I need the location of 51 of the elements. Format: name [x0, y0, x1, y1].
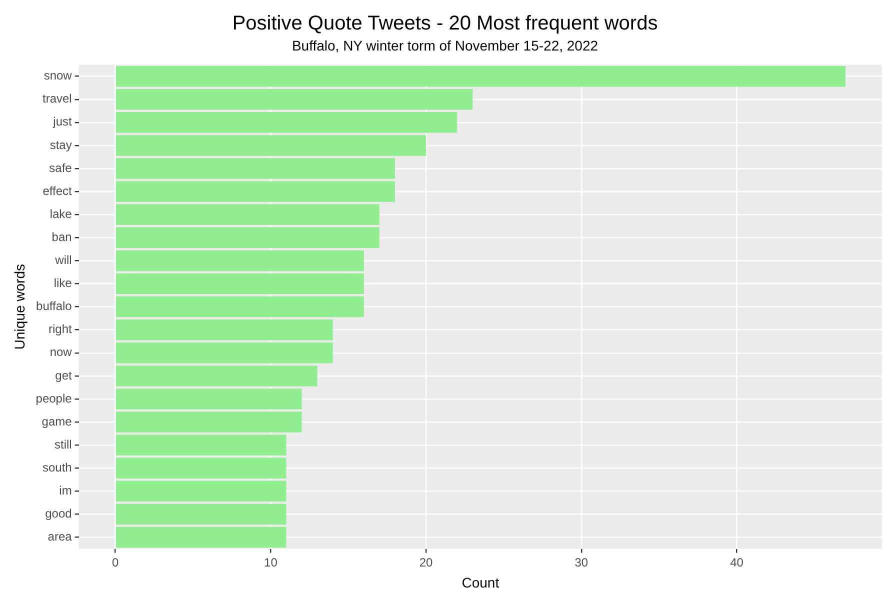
y-tick-label: now [50, 345, 72, 360]
y-tick-label: travel [42, 92, 72, 106]
bar [116, 112, 458, 133]
y-tick-label: good [45, 506, 72, 521]
bar [116, 181, 395, 202]
bar [116, 319, 333, 340]
bar [116, 388, 302, 410]
y-tick-label: ban [52, 230, 72, 244]
y-tick-label: just [52, 114, 72, 129]
y-tick-label: safe [49, 160, 72, 175]
y-axis-title: Unique words [11, 264, 28, 350]
y-tick-label: game [42, 414, 72, 428]
x-tick-label: 0 [112, 555, 119, 570]
x-tick-label: 40 [730, 555, 744, 570]
y-tick-label: lake [50, 206, 72, 221]
y-tick-label: like [54, 276, 72, 290]
y-tick-label: area [48, 530, 72, 544]
x-tick-label: 20 [419, 555, 434, 570]
y-tick-label: will [54, 253, 72, 268]
chart-title: Positive Quote Tweets - 20 Most frequent words [232, 12, 658, 35]
y-tick-label: right [48, 322, 72, 336]
bar [116, 526, 286, 548]
bar [116, 89, 473, 110]
y-tick-label: im [59, 483, 72, 498]
bar [116, 135, 426, 156]
bar [116, 158, 395, 179]
bar [116, 296, 364, 318]
y-tick-label: effect [42, 184, 72, 198]
chart-subtitle: Buffalo, NY winter torm of November 15-22, 2022 [292, 37, 598, 54]
y-tick-label: people [36, 391, 72, 406]
y-tick-label: still [54, 437, 72, 452]
bar [116, 204, 380, 225]
bar [116, 434, 286, 456]
bar [116, 480, 286, 502]
x-axis-title: Count [462, 574, 500, 590]
y-tick-label: south [42, 460, 72, 474]
bar [116, 342, 333, 364]
y-tick-label: snow [44, 68, 72, 83]
bar [116, 458, 286, 479]
y-tick-label: buffalo [36, 299, 72, 314]
bar [116, 412, 302, 432]
y-tick-label: stay [50, 138, 72, 152]
x-tick-label: 10 [264, 555, 278, 570]
bar [116, 66, 846, 87]
bar [116, 273, 364, 294]
bar [116, 250, 364, 272]
bar [116, 227, 380, 248]
x-tick-label: 30 [574, 555, 588, 570]
bar [116, 366, 318, 386]
y-tick-label: get [55, 368, 72, 382]
bar [116, 504, 286, 525]
